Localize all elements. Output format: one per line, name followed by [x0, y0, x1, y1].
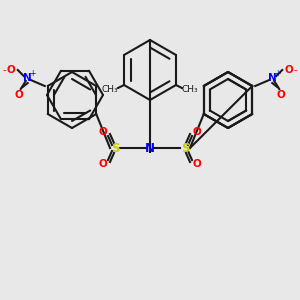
Text: N: N	[145, 142, 155, 154]
Text: O: O	[14, 90, 23, 100]
Text: CH₃: CH₃	[102, 85, 118, 94]
Text: +: +	[30, 68, 36, 77]
Text: -: -	[293, 65, 297, 75]
Text: O: O	[285, 65, 294, 75]
Text: N: N	[268, 73, 277, 83]
Text: +: +	[274, 68, 280, 77]
Text: N: N	[23, 73, 32, 83]
Text: -: -	[3, 65, 7, 75]
Text: O: O	[193, 159, 201, 169]
Text: O: O	[6, 65, 15, 75]
Text: S: S	[181, 142, 189, 154]
Text: O: O	[193, 127, 201, 137]
Text: S: S	[111, 142, 119, 154]
Text: CH₃: CH₃	[182, 85, 198, 94]
Text: O: O	[99, 159, 107, 169]
Text: O: O	[99, 127, 107, 137]
Text: O: O	[277, 90, 286, 100]
